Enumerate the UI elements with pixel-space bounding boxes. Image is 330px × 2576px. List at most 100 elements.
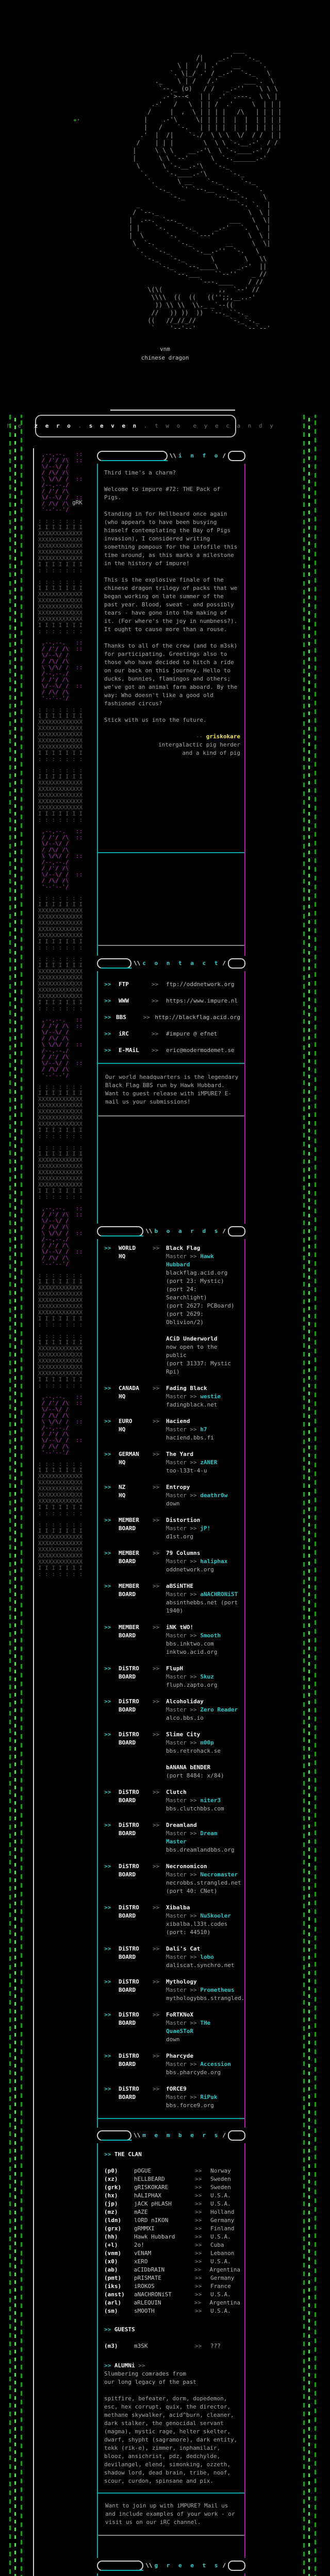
info-paragraph: Standing in for Hellbeard once again (wh…: [104, 511, 241, 567]
deco-unit: ,--,--. :: / /'/ /\ :: \/--\/ / / /\/ /\…: [38, 828, 92, 1012]
contact-label: iRC: [119, 1030, 129, 1037]
member-name: aCIDbRAIN: [134, 2266, 165, 2273]
board-details: bbs.clutchbbs.com: [166, 1805, 224, 1812]
green-border-right: [303, 415, 321, 2576]
member-tag: (xz): [104, 2176, 118, 2182]
lattice-art: : : : : : : : I I I I I I I XXXXXXXXXXXX…: [38, 1144, 83, 1200]
board-master: haliphax: [200, 1558, 228, 1565]
greets-panel: Hello to our friends in >> amish . block…: [97, 2573, 245, 2576]
banner-word: .: [138, 422, 155, 429]
board-name: Distortion: [166, 1517, 201, 1523]
board-name: Slime City: [166, 1731, 201, 1738]
tab-boards-label: b o a r d s: [154, 1228, 221, 1234]
main-body: ,--,--. :: / /'/ /\ :: \/--\/ / / /\/ /\…: [0, 448, 330, 2576]
member-name: 2o!: [134, 2242, 144, 2248]
lattice-art: : : : : : : : I I I I I I I XXXXXXXXXXXX…: [38, 895, 83, 951]
clan-member-row: (arl) aRLEQUIN >> Argentina: [104, 2299, 240, 2306]
impure-logo-art: ,--,--. :: / /'/ /\ :: \/--\/ / / /\/ /\…: [41, 1016, 83, 1079]
tab-line: [97, 2561, 144, 2571]
tab-contact: \\ c o n t a c t /: [97, 956, 245, 971]
info-paragraph: Welcome to impure #72: THE Pack of Pigs.: [104, 486, 224, 501]
member-tag: (mz): [104, 2209, 118, 2215]
info-paragraph: Thanks to all of the crew (and to m3sk) …: [104, 642, 241, 707]
board-extra-details: now open to the public (port 31337: Myst…: [166, 1344, 231, 1375]
board-details: down: [166, 2036, 180, 2043]
board-details: alco.bbs.io: [166, 1715, 204, 1721]
board-location: DiSTRO BOARD: [119, 1904, 139, 1919]
member-tag: (hx): [104, 2192, 118, 2199]
signature-roles: intergalactic pig herder and a kind of p…: [158, 741, 240, 756]
member-tag: (vnm): [104, 2250, 122, 2257]
tab-info: \\ i n f o /: [97, 448, 245, 464]
board-location: DiSTRO BOARD: [119, 1665, 139, 1680]
board-master: Accession: [200, 2061, 231, 2067]
tab-stub: [228, 2561, 245, 2571]
member-name: hALIPHAX: [134, 2192, 161, 2199]
clan-member-row: (iks) iROKOS >> France: [104, 2283, 231, 2290]
board-details: mythologybbs.strangled.net: [166, 1995, 245, 2002]
member-tag: (ab): [104, 2266, 118, 2273]
board-entry: >> MEMBER BOARD >> Distortion Master >> …: [104, 1516, 240, 1541]
board-name: FoRTKNoX: [166, 2011, 193, 2018]
contact-row: >> FTP >> ftp://oddnetwork.org: [104, 981, 235, 988]
impure-logo-art: ,--,--. :: / /'/ /\ :: \/--\/ / / /\/ /\…: [41, 1205, 83, 1267]
member-tag: (hh): [104, 2233, 118, 2240]
board-name: iNK tWO!: [166, 1624, 193, 1631]
info-panel: Third time's a charm? Welcome to impure #…: [97, 464, 245, 956]
dragon-title: chinese dragon: [141, 354, 189, 361]
contact-value: https://www.impure.nl: [166, 997, 238, 1004]
member-name: mAZE: [134, 2209, 148, 2215]
alumni-subtitle: Slumbering comrades from our long legacy…: [104, 2370, 196, 2385]
tab-info-label: i n f o: [178, 452, 221, 459]
info-paragraph: This is the explosive finale of the chin…: [104, 577, 241, 633]
lattice-art: : : : : : : : I I I I I I I XXXXXXXXXXXX…: [38, 706, 83, 762]
board-location: NZ HQ: [119, 1484, 126, 1499]
member-country: Sweden: [210, 2176, 231, 2182]
lattice-art: : : : : : : : I I I I I I I XXXXXXXXXXXX…: [38, 518, 83, 574]
member-tag: (p0): [104, 2167, 118, 2174]
clan-member-row: (+l) 2o! >> Cuba: [104, 2242, 224, 2248]
board-entry: >> MEMBER BOARD >> iNK tWO! Master >> Sm…: [104, 1623, 240, 1656]
member-country: Finland: [210, 2225, 235, 2232]
impure-logo-art: ,--,--. :: / /'/ /\ :: \/--\/ / / /\/ /\…: [41, 639, 83, 702]
alumni-list: spitfire, befeater, dorm, dopedemon, esc…: [104, 2395, 241, 2484]
guests-heading: GUESTS: [114, 2326, 135, 2333]
contact-label: WWW: [119, 997, 129, 1004]
board-details: bbs.pharcyde.org: [166, 2069, 221, 2076]
board-entry: >> MEMBER BOARD >> aBSiNTHE Master >> aN…: [104, 1582, 240, 1615]
contact-value: http://blackflag.acid.org: [155, 1014, 240, 1021]
board-extra-name: bANANA bENDER: [166, 1764, 211, 1771]
board-entry: >> DiSTRO BOARD >> Dreamland Master >> D…: [104, 1821, 240, 1854]
board-master: lobo: [200, 1954, 214, 1960]
banner-word: e y e c a n d y: [193, 422, 275, 429]
board-master: m00p: [200, 1739, 214, 1746]
banner-section: t h e z e r o . s e v e n . t w o e y e …: [0, 410, 330, 448]
board-entry: >> DiSTRO BOARD >> Slime City Master >> …: [104, 1731, 240, 1780]
contact-panel: >> FTP >> ftp://oddnetwork.org >> WWW >>…: [97, 971, 245, 1224]
member-country: Germany: [210, 2275, 235, 2281]
deco-artist-sig: gRK: [72, 499, 82, 506]
board-master: westie: [200, 1393, 221, 1400]
member-country: U.S.A.: [210, 2291, 231, 2298]
hq-note: Our world headquarters is the legendary …: [105, 1074, 239, 1105]
tab-contact-label: c o n t a c t: [142, 960, 221, 967]
alumni-heading: ALUMNi: [114, 2362, 135, 2369]
board-location: MEMBER BOARD: [119, 1550, 139, 1565]
member-country: Holland: [210, 2209, 235, 2215]
board-details: too-l33t-4-u: [166, 1467, 207, 1474]
board-entry: >> CANADA HQ >> Fading Black Master >> w…: [104, 1384, 240, 1409]
tab-stub: [228, 1226, 245, 1236]
banner-topline: [110, 410, 235, 411]
green-spark: *': [73, 118, 80, 125]
tab-members: \\ m e m b e r s /: [97, 2128, 245, 2143]
member-country: U.S.A.: [210, 2200, 231, 2207]
board-location: DiSTRO BOARD: [119, 1789, 139, 1804]
member-tag: (ldn): [104, 2217, 122, 2224]
contact-value: ftp://oddnetwork.org: [166, 981, 235, 988]
banner-word: s e v e n: [89, 422, 139, 429]
board-location: GERMAN HQ: [119, 1451, 139, 1466]
contact-row: >> E-MAiL >> eric@modermodemet.se: [104, 1047, 235, 1054]
deco-unit: ,--,--. :: / /'/ /\ :: \/--\/ / / /\/ /\…: [38, 1206, 92, 1389]
member-tag: (grx): [104, 2225, 122, 2232]
board-location: DiSTRO BOARD: [119, 1698, 139, 1713]
